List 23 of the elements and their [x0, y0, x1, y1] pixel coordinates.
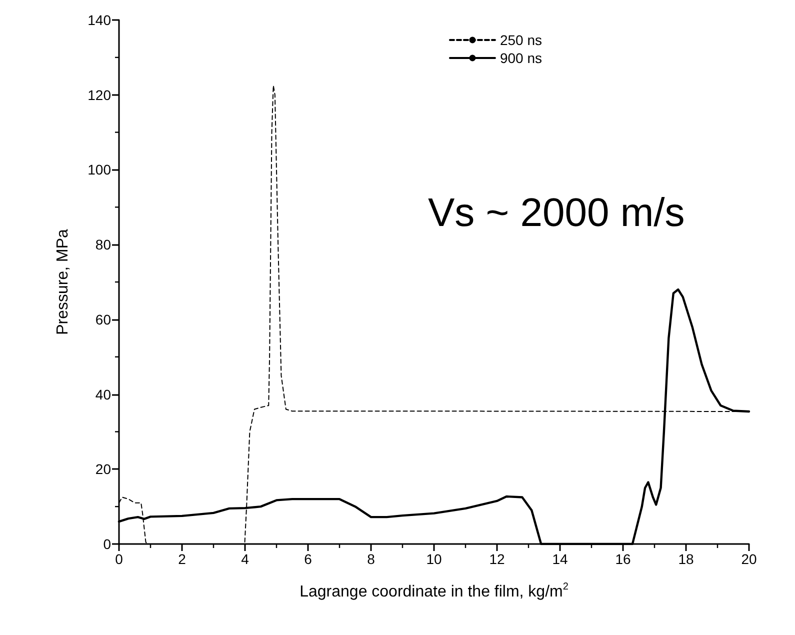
- legend-label: 250 ns: [500, 32, 542, 48]
- x-tick-label: 0: [115, 551, 124, 567]
- x-tick-label: 4: [241, 551, 250, 567]
- y-tick-label: 40: [95, 386, 112, 402]
- x-tick-label: 14: [552, 551, 568, 567]
- y-tick-label: 140: [88, 12, 112, 28]
- y-tick-label: 120: [88, 86, 112, 103]
- annotation: Vs ~ 2000 m/s: [428, 191, 685, 235]
- x-tick-label: 2: [178, 551, 186, 567]
- y-tick-label: 20: [95, 461, 112, 478]
- x-tick-label: 10: [426, 551, 442, 567]
- x-tick-label: 6: [304, 551, 312, 567]
- y-tick-label: 80: [95, 236, 112, 253]
- y-tick-label: 60: [95, 311, 112, 328]
- x-tick-label: 16: [615, 551, 631, 567]
- x-tick-label: 18: [678, 551, 694, 567]
- y-axis-title: Pressure, MPa: [54, 228, 72, 335]
- y-tick-label: 100: [88, 162, 112, 178]
- legend-label: 900 ns: [500, 50, 542, 66]
- x-tick-label: 12: [489, 551, 505, 567]
- x-tick-label: 8: [367, 551, 376, 567]
- x-tick-label: 20: [741, 551, 757, 567]
- y-tick-label: 0: [103, 536, 112, 552]
